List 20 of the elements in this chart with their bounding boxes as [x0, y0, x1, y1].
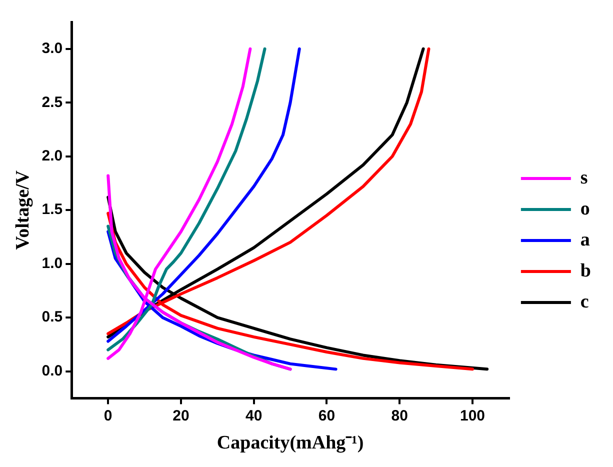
x-tick-label: 60 — [318, 407, 336, 424]
y-axis-title: Voltage/V — [12, 170, 34, 250]
legend-label: c — [580, 291, 589, 312]
legend-label: b — [580, 260, 592, 282]
y-tick-label: 3.0 — [42, 40, 63, 58]
y-tick-label: 0.0 — [42, 362, 63, 380]
x-tick-label: 40 — [246, 407, 262, 424]
y-tick-label: 1.5 — [42, 201, 63, 218]
legend-label: a — [580, 229, 590, 250]
y-tick-label: 2.5 — [42, 94, 63, 111]
x-axis-title: Capacity(mAhg⁻¹) — [216, 432, 364, 454]
x-tick-label: 0 — [104, 407, 112, 424]
legend-label: s — [580, 167, 588, 188]
x-tick-label: 80 — [391, 407, 408, 424]
y-tick-label: 1.0 — [42, 254, 63, 272]
y-tick-label: 0.5 — [42, 308, 63, 326]
y-tick-label: 2.0 — [42, 148, 63, 164]
x-tick-label: 100 — [460, 407, 486, 424]
legend-label: o — [580, 198, 590, 220]
x-tick-label: 20 — [172, 407, 190, 424]
